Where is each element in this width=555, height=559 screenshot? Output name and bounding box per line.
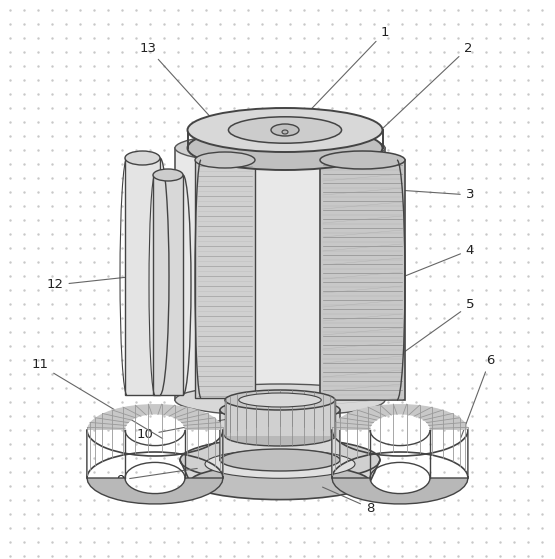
Ellipse shape — [220, 449, 340, 471]
Polygon shape — [220, 410, 340, 460]
Text: 8: 8 — [322, 487, 374, 514]
Text: 2: 2 — [375, 41, 472, 136]
Ellipse shape — [205, 449, 355, 479]
Text: 11: 11 — [32, 358, 163, 439]
Ellipse shape — [320, 151, 405, 169]
Polygon shape — [320, 160, 405, 400]
Text: 4: 4 — [397, 244, 474, 279]
Text: 13: 13 — [139, 41, 213, 120]
Ellipse shape — [153, 169, 183, 181]
Ellipse shape — [271, 124, 299, 136]
Ellipse shape — [220, 399, 340, 421]
Polygon shape — [87, 404, 223, 430]
Ellipse shape — [180, 438, 380, 482]
Ellipse shape — [188, 108, 382, 152]
Polygon shape — [225, 400, 335, 436]
Polygon shape — [180, 460, 380, 482]
Ellipse shape — [175, 132, 385, 164]
Ellipse shape — [190, 465, 370, 500]
Text: 10: 10 — [137, 419, 230, 442]
Text: 6: 6 — [461, 353, 494, 437]
Text: 3: 3 — [400, 188, 475, 201]
Ellipse shape — [188, 126, 382, 170]
Polygon shape — [175, 148, 385, 400]
Polygon shape — [195, 160, 255, 398]
Ellipse shape — [195, 152, 255, 168]
Polygon shape — [153, 175, 183, 395]
Ellipse shape — [225, 426, 335, 446]
Polygon shape — [87, 478, 223, 504]
Ellipse shape — [225, 390, 335, 410]
Ellipse shape — [239, 393, 321, 407]
Text: 9: 9 — [116, 468, 197, 486]
Ellipse shape — [229, 117, 341, 143]
Polygon shape — [125, 158, 160, 395]
Text: 1: 1 — [297, 26, 389, 124]
Text: 12: 12 — [47, 277, 130, 291]
Text: 5: 5 — [395, 299, 475, 358]
Ellipse shape — [175, 384, 385, 416]
Polygon shape — [332, 404, 468, 430]
Ellipse shape — [125, 151, 160, 165]
Polygon shape — [332, 478, 468, 504]
Text: 7: 7 — [348, 404, 419, 420]
Ellipse shape — [282, 130, 288, 134]
